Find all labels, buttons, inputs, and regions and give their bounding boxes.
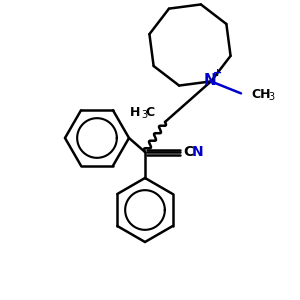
- Text: 3: 3: [141, 110, 147, 120]
- Text: +: +: [213, 68, 223, 78]
- Text: H: H: [130, 106, 140, 118]
- Text: N: N: [192, 145, 204, 159]
- Text: C: C: [146, 106, 154, 118]
- Text: 3: 3: [268, 92, 274, 102]
- Text: N: N: [204, 73, 216, 88]
- Text: C: C: [183, 145, 193, 159]
- Text: CH: CH: [251, 88, 271, 101]
